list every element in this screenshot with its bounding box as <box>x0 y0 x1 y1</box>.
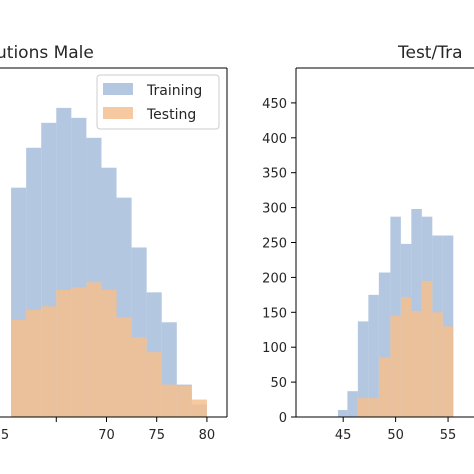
bar-testing <box>357 398 369 417</box>
bar-testing <box>71 287 87 417</box>
y-tick-label: 100 <box>262 341 287 356</box>
bar-testing <box>368 398 379 417</box>
legend-label-testing: Testing <box>146 107 196 123</box>
bar-testing <box>146 352 162 417</box>
y-tick-label: 300 <box>262 202 287 217</box>
chart-title: Test/Tra <box>397 43 463 63</box>
series-testing <box>11 282 207 417</box>
y-tick-label: 400 <box>262 132 287 147</box>
bar-testing <box>86 282 102 417</box>
x-tick-label: 45 <box>335 428 352 443</box>
bar-training <box>347 391 358 417</box>
legend-swatch-testing <box>103 107 133 119</box>
y-tick-label: 450 <box>262 97 287 112</box>
chart-left: 5 70 75 80 utions Male Training Testing <box>0 43 228 443</box>
bar-testing <box>442 326 454 417</box>
bar-testing <box>390 315 401 417</box>
x-tick-label: 70 <box>98 428 115 443</box>
bar-testing <box>411 310 422 417</box>
bar-training <box>378 272 391 417</box>
y-tick-label: 200 <box>262 271 287 286</box>
y-tick-label: 350 <box>262 167 287 182</box>
x-tick-label: 75 <box>148 428 165 443</box>
bar-testing <box>191 399 207 417</box>
x-tick-label: 55 <box>440 428 457 443</box>
bar-testing <box>421 280 433 417</box>
series-testing <box>357 280 454 417</box>
bar-testing <box>161 384 177 417</box>
bar-testing <box>176 386 192 417</box>
chart-title: utions Male <box>0 43 94 63</box>
bar-testing <box>56 289 72 417</box>
y-tick-label: 50 <box>270 376 287 391</box>
bar-testing <box>131 337 147 417</box>
bar-testing <box>11 319 27 417</box>
x-tick-label: 50 <box>387 428 404 443</box>
y-tick-label: 250 <box>262 237 287 252</box>
bar-training <box>357 321 369 417</box>
bar-testing <box>378 357 391 417</box>
bar-testing <box>116 317 132 417</box>
bar-testing <box>41 306 57 417</box>
x-tick-label: 80 <box>199 428 216 443</box>
bar-testing <box>432 312 443 417</box>
x-tick-label: 5 <box>1 428 9 443</box>
bar-testing <box>101 289 117 417</box>
y-tick-label: 150 <box>262 306 287 321</box>
legend-swatch-training <box>103 83 133 95</box>
bar-training <box>337 410 348 417</box>
chart-right: 0 50 100 150 200 250 300 350 400 450 45 50 55 Test/Tr… <box>262 43 474 443</box>
legend-label-training: Training <box>146 83 202 99</box>
bar-training <box>368 294 379 417</box>
legend: Training Testing <box>96 74 220 130</box>
bar-testing <box>26 309 42 417</box>
y-tick-label: 0 <box>279 411 287 426</box>
bar-testing <box>400 296 412 417</box>
